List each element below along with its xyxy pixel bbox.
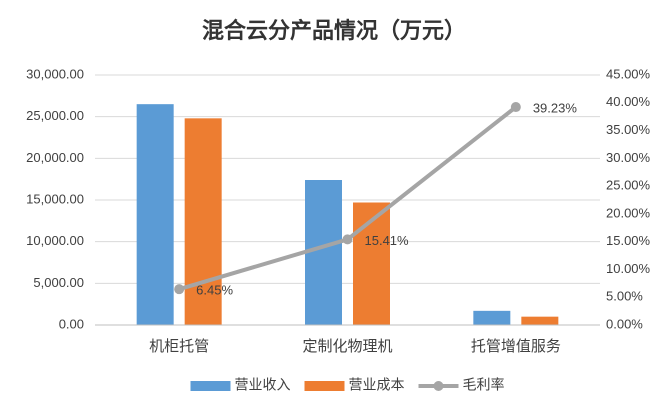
data-label: 15.41% bbox=[365, 233, 410, 248]
y2-tick-label: 0.00% bbox=[606, 316, 643, 331]
data-label: 39.23% bbox=[533, 100, 578, 115]
y2-tick-label: 15.00% bbox=[606, 233, 651, 248]
legend-swatch bbox=[190, 381, 231, 391]
y-tick-label: 10,000.00 bbox=[26, 233, 84, 248]
legend-label: 营业收入 bbox=[235, 377, 291, 393]
line-point bbox=[510, 102, 521, 113]
y-tick-label: 20,000.00 bbox=[26, 150, 84, 165]
line-point bbox=[174, 284, 185, 295]
y2-tick-label: 25.00% bbox=[606, 178, 651, 193]
y2-tick-label: 20.00% bbox=[606, 205, 651, 220]
line-point bbox=[342, 234, 353, 245]
bar bbox=[184, 118, 222, 325]
legend-swatch bbox=[304, 381, 345, 391]
y-tick-label: 15,000.00 bbox=[26, 191, 84, 206]
x-tick-label: 定制化物理机 bbox=[302, 338, 392, 355]
y2-tick-label: 30.00% bbox=[606, 150, 651, 165]
line bbox=[178, 105, 518, 292]
y2-tick-label: 45.00% bbox=[606, 66, 651, 81]
bar bbox=[521, 316, 559, 325]
x-tick-label: 托管增值服务 bbox=[471, 338, 561, 355]
legend-label: 营业成本 bbox=[349, 377, 405, 393]
data-label: 6.45% bbox=[196, 283, 233, 298]
x-tick-label: 机柜托管 bbox=[149, 338, 209, 355]
y-tick-label: 30,000.00 bbox=[26, 66, 84, 81]
y-tick-label: 5,000.00 bbox=[33, 275, 84, 290]
y-tick-label: 25,000.00 bbox=[26, 108, 84, 123]
legend-label: 毛利率 bbox=[463, 377, 505, 393]
bar bbox=[136, 104, 174, 326]
y2-tick-label: 5.00% bbox=[606, 289, 643, 304]
y2-tick-label: 40.00% bbox=[606, 94, 651, 109]
legend-swatch bbox=[433, 381, 444, 391]
bar bbox=[473, 310, 511, 325]
y2-tick-label: 35.00% bbox=[606, 122, 651, 137]
y-tick-label: 0.00 bbox=[59, 316, 84, 331]
y2-tick-label: 10.00% bbox=[606, 261, 651, 276]
bar bbox=[305, 180, 342, 325]
chart-title: 混合云分产品情况（万元） bbox=[202, 18, 466, 43]
